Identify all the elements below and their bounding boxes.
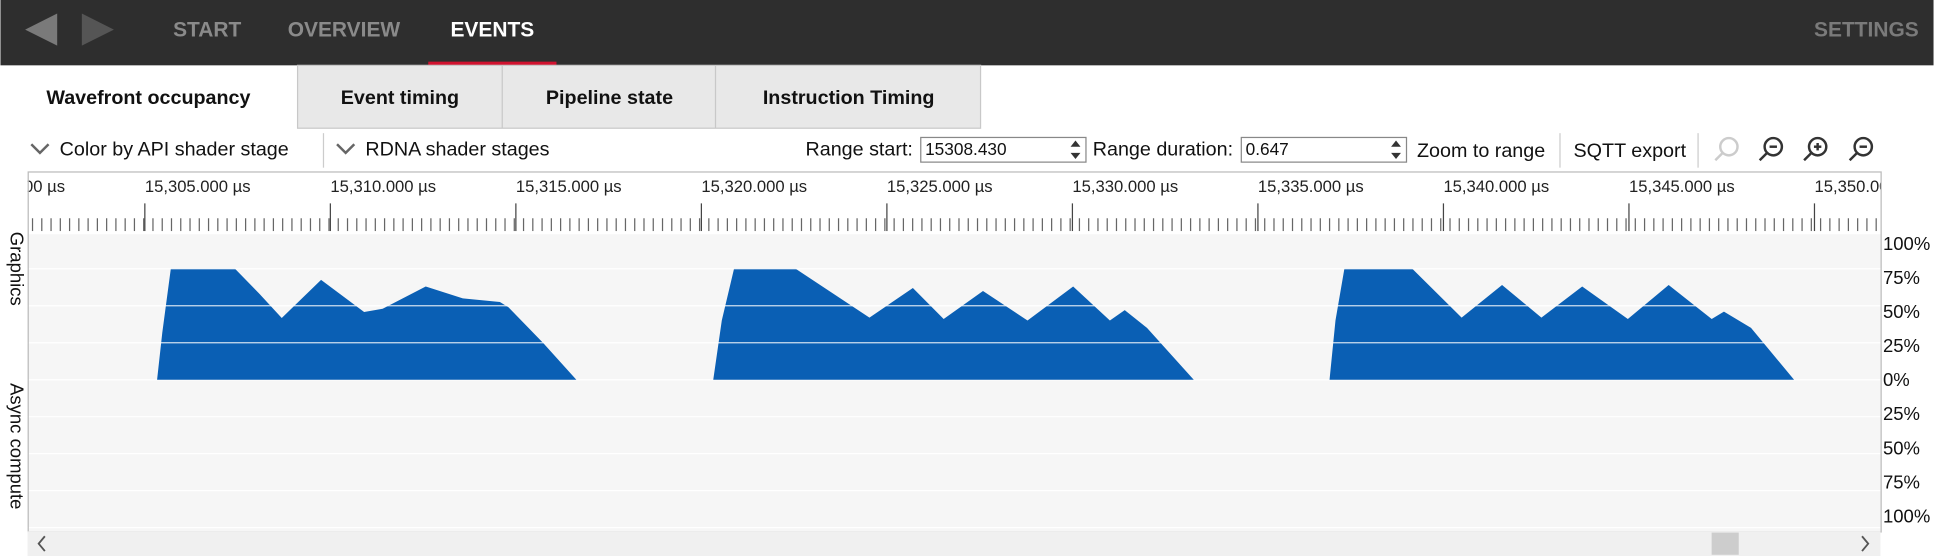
forward-button[interactable] [81, 13, 114, 46]
range-start-value: 15308.430 [925, 139, 1007, 159]
scrollbar[interactable] [27, 531, 1881, 556]
y-tick-label: 75% [1883, 267, 1920, 288]
plot: 15,300.000 µs 15,305.000 µs 15,310.000 µs 1… [0, 177, 1920, 529]
tab-pipeline[interactable]: Pipeline state [546, 87, 673, 109]
tab-instruction[interactable]: Instruction Timing [763, 87, 935, 109]
y2-tick-label: 25% [1883, 403, 1920, 424]
tab-strip [296, 64, 982, 129]
zoom-select-icon[interactable] [1714, 136, 1739, 162]
y-tick-label: 100% [1883, 233, 1930, 254]
nav-underline [428, 61, 557, 66]
tab-wavefront[interactable]: Wavefront occupancy [46, 87, 250, 109]
dropdown-arrow[interactable] [336, 143, 356, 155]
x-tick-label: 15,315.000 µs [516, 177, 622, 196]
back-button[interactable] [25, 13, 58, 46]
y-tick-label: 50% [1883, 301, 1920, 322]
y2-tick-label: 75% [1883, 471, 1920, 492]
range-duration-input[interactable] [1240, 136, 1408, 163]
sqtt-export[interactable]: SQTT export [1574, 140, 1687, 162]
nav-overview[interactable]: OVERVIEW [288, 18, 401, 41]
scroll-arrows[interactable] [37, 535, 1870, 552]
lane-label: Graphics [6, 232, 27, 306]
zoom-reset-icon[interactable] [1758, 136, 1784, 162]
y-tick-label: 25% [1883, 335, 1920, 356]
x-tick-label: 15,320.000 µs [701, 177, 807, 196]
spin-buttons[interactable] [1070, 140, 1081, 160]
x-tick-label: 15,300.000 µs [0, 177, 65, 196]
x-tick-label: 15,330.000 µs [1072, 177, 1178, 196]
stages-dropdown[interactable]: RDNA shader stages [365, 139, 549, 161]
lane-label: Async compute [6, 383, 27, 509]
spin-buttons[interactable] [1391, 140, 1401, 160]
zoom-in-icon[interactable] [1803, 136, 1828, 162]
color-by-dropdown[interactable]: Color by API shader stage [60, 139, 289, 161]
x-tick-label: 15,310.000 µs [330, 177, 436, 196]
plot-background [27, 234, 1881, 532]
y-tick-label: 0% [1883, 369, 1910, 390]
y2-tick-label: 50% [1883, 437, 1920, 458]
y2-tick-label: 100% [1883, 506, 1930, 527]
nav-events[interactable]: EVENTS [450, 18, 534, 41]
x-tick-label: 15,305.000 µs [145, 177, 251, 196]
dropdown-arrow[interactable] [30, 143, 50, 155]
x-tick-label: 15,335.000 µs [1258, 177, 1364, 196]
range-duration-label: Range duration: [1093, 139, 1233, 161]
scroll-thumb[interactable] [1711, 532, 1739, 555]
range-start-input[interactable] [920, 136, 1087, 163]
range-duration-value: 0.647 [1246, 139, 1289, 159]
range-start-label: Range start: [806, 139, 913, 161]
tab-event-timing[interactable]: Event timing [341, 87, 459, 109]
occupancy-area [157, 268, 1795, 380]
x-tick-label: 15,325.000 µs [887, 177, 993, 196]
top-bar [0, 0, 1934, 66]
zoom-to-range[interactable]: Zoom to range [1417, 140, 1545, 162]
zoom-out-icon[interactable] [1848, 136, 1874, 162]
nav-settings[interactable]: SETTINGS [1814, 18, 1919, 41]
x-tick-label: 15,345.000 µs [1629, 177, 1735, 196]
zoom-icons [1714, 136, 1874, 162]
x-tick-label: 15,350.000 µs [1814, 177, 1920, 196]
x-tick-label: 15,340.000 µs [1443, 177, 1549, 196]
nav-start[interactable]: START [173, 18, 241, 41]
